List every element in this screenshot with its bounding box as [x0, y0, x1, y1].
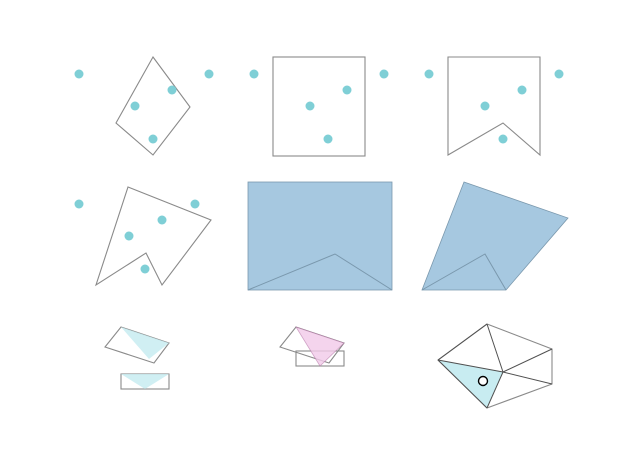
irregular-polygon: [94, 186, 212, 287]
panel-row3-col2: [279, 326, 345, 367]
chevron-line: [421, 253, 507, 291]
outside-point-left: [249, 69, 259, 79]
panel-row2-col3: [421, 181, 569, 291]
inside-point: [342, 85, 352, 95]
quad-outline: [104, 326, 170, 364]
filled-quadrilateral: [421, 181, 569, 291]
panel-row3-col1: [104, 326, 170, 390]
inside-point: [124, 231, 134, 241]
panel-row1-col3: [424, 56, 564, 157]
filled-rectangle: [247, 181, 393, 291]
panel-row3-col3: [437, 323, 553, 409]
inside-point: [130, 101, 140, 111]
triangulation-edges: [437, 323, 553, 409]
inside-point: [323, 134, 333, 144]
notched-polygon: [447, 56, 541, 157]
square-polygon: [272, 56, 366, 157]
inside-point: [480, 101, 490, 111]
panel-row1-col1: [74, 55, 214, 156]
inside-point: [517, 85, 527, 95]
outside-point-right: [190, 199, 200, 209]
pink-triangle: [295, 326, 345, 367]
outside-point-left: [424, 69, 434, 79]
panel-row2-col1: [74, 186, 212, 287]
outside-point-left: [74, 69, 84, 79]
outside-point-right: [204, 69, 214, 79]
cyan-triangle: [121, 327, 169, 359]
outside-point-left: [74, 199, 84, 209]
inside-point: [305, 101, 315, 111]
panel-row1-col2: [249, 56, 389, 157]
kite-polygon: [115, 55, 191, 156]
inside-point: [167, 85, 177, 95]
inside-point: [498, 134, 508, 144]
inside-point: [157, 215, 167, 225]
inside-point: [148, 134, 158, 144]
outside-point-right: [554, 69, 564, 79]
outside-point-right: [379, 69, 389, 79]
chevron-line: [247, 253, 393, 291]
inside-point: [140, 264, 150, 274]
cyan-projected-triangle: [121, 374, 169, 389]
query-marker: [477, 375, 489, 387]
highlighted-triangle: [438, 360, 503, 408]
panel-row2-col2: [247, 181, 393, 291]
